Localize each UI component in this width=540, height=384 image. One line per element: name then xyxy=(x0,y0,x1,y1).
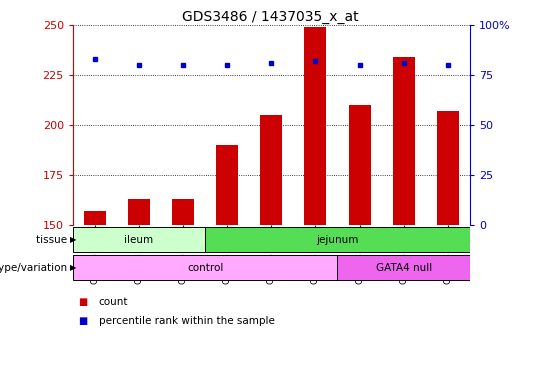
Bar xyxy=(84,211,106,225)
Text: percentile rank within the sample: percentile rank within the sample xyxy=(99,316,275,326)
Bar xyxy=(73,227,205,252)
Text: control: control xyxy=(187,263,224,273)
Text: genotype/variation: genotype/variation xyxy=(0,263,70,273)
Text: ▶: ▶ xyxy=(70,235,77,244)
Text: GDS3486 / 1437035_x_at: GDS3486 / 1437035_x_at xyxy=(181,10,359,23)
Bar xyxy=(393,57,415,225)
Text: ■: ■ xyxy=(78,316,87,326)
Bar xyxy=(348,105,370,225)
Bar xyxy=(172,199,194,225)
Text: ■: ■ xyxy=(78,297,87,307)
Bar xyxy=(305,27,327,225)
Bar xyxy=(73,255,338,280)
Bar xyxy=(205,227,470,252)
Bar xyxy=(437,111,459,225)
Text: jejunum: jejunum xyxy=(316,235,359,245)
Text: tissue: tissue xyxy=(36,235,70,245)
Text: ▶: ▶ xyxy=(70,263,77,272)
Bar xyxy=(216,145,238,225)
Text: GATA4 null: GATA4 null xyxy=(375,263,432,273)
Text: count: count xyxy=(99,297,129,307)
Bar xyxy=(260,115,282,225)
Bar xyxy=(128,199,150,225)
Bar xyxy=(338,255,470,280)
Text: ileum: ileum xyxy=(125,235,153,245)
